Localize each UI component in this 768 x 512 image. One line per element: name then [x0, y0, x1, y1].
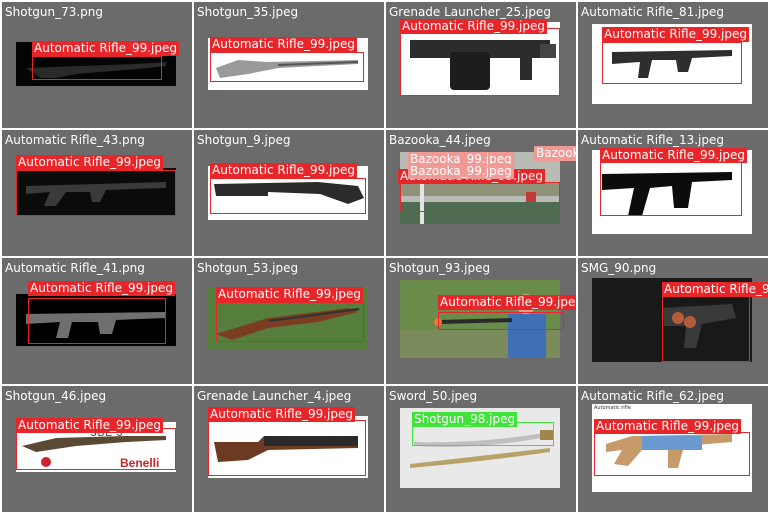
grid-cell-sword-50[interactable]: Sword_50.jpeg Shotgun_98.jpeg — [386, 386, 576, 512]
cell-title: Grenade Launcher_4.jpeg — [197, 389, 352, 403]
detection-label: Automatic Rifle_99.jpeg — [600, 148, 748, 163]
grid-cell-grenade-launcher-25[interactable]: Grenade Launcher_25.jpeg Automatic Rifle… — [386, 2, 576, 128]
thumbnail-image — [400, 22, 560, 96]
detection-label: Automatic Rifle_99.jpeg — [594, 419, 742, 434]
detection-label: Automatic Rifle_99.jpeg — [216, 287, 364, 302]
detection-label: Automatic Rifle_99.jpeg — [28, 281, 176, 296]
grid-cell-automatic-rifle-81[interactable]: Automatic Rifle_81.jpeg Automatic Rifle_… — [578, 2, 768, 128]
thumbnail-image — [592, 150, 752, 234]
cell-title: Shotgun_53.jpeg — [197, 261, 299, 275]
detection-label: Bazooka_99 — [534, 146, 576, 161]
cell-title: Automatic Rifle_62.jpeg — [581, 389, 725, 403]
thumbnail-image — [208, 416, 368, 478]
grid-cell-shotgun-9[interactable]: Shotgun_9.jpeg Automatic Rifle_99.jpeg — [194, 130, 384, 256]
detection-label: Bazooka_99.jpeg — [408, 152, 514, 167]
detection-label: Bazooka_99.jpeg — [408, 164, 514, 179]
detection-label: Automatic Rifle_99.jpeg — [16, 418, 164, 433]
cell-title: Grenade Launcher_25.jpeg — [389, 5, 551, 19]
cell-title: Bazooka_44.jpeg — [389, 133, 491, 147]
detection-label: Automatic Rifle_99.jpeg — [208, 407, 356, 422]
grid-cell-shotgun-46[interactable]: Shotgun_46.jpeg SBE 3 Benelli Automatic … — [2, 386, 192, 512]
grid-cell-shotgun-73[interactable]: Shotgun_73.png Automatic Rifle_99.jpeg — [2, 2, 192, 128]
detection-label: Shotgun_98.jpeg — [412, 412, 518, 427]
detection-label: Automatic Rifle_99.jpeg — [602, 27, 750, 42]
detection-label: Automatic Rifle_99.jpeg — [32, 41, 180, 56]
thumbnail-image: Automatic rifle — [592, 404, 752, 492]
benelli-model-text: SBE 3 — [90, 428, 124, 439]
grid-cell-smg-90[interactable]: SMG_90.png Automatic Rifle_99 — [578, 258, 768, 384]
detection-label: Automatic Rifle_99.jpeg — [438, 295, 576, 310]
grid-cell-shotgun-93[interactable]: Shotgun_93.jpeg Automatic Rifle_99.jpeg — [386, 258, 576, 384]
cell-title: Automatic Rifle_41.png — [5, 261, 145, 275]
grid-cell-automatic-rifle-41[interactable]: Automatic Rifle_41.png Automatic Rifle_9… — [2, 258, 192, 384]
detection-label: Automatic Rifle_99.jpeg — [16, 155, 164, 170]
diagram-title: Automatic rifle — [594, 405, 631, 411]
grid-cell-shotgun-35[interactable]: Shotgun_35.jpeg Automatic Rifle_99.jpeg — [194, 2, 384, 128]
grid-cell-bazooka-44[interactable]: Bazooka_44.jpeg Automatic Rifle_99.jpeg … — [386, 130, 576, 256]
grid-cell-automatic-rifle-62[interactable]: Automatic Rifle_62.jpeg Automatic rifle … — [578, 386, 768, 512]
cell-title: Shotgun_93.jpeg — [389, 261, 491, 275]
thumbnail-image — [16, 168, 176, 216]
thumbnail-image — [400, 280, 560, 358]
grid-cell-shotgun-53[interactable]: Shotgun_53.jpeg Automatic Rifle_99.jpeg — [194, 258, 384, 384]
cell-title: Shotgun_35.jpeg — [197, 5, 299, 19]
cell-title: Shotgun_9.jpeg — [197, 133, 291, 147]
cell-title: Automatic Rifle_43.png — [5, 133, 145, 147]
thumbnail-image — [16, 294, 176, 346]
cell-title: Automatic Rifle_81.jpeg — [581, 5, 725, 19]
cell-title: SMG_90.png — [581, 261, 657, 275]
grid-cell-automatic-rifle-13[interactable]: Automatic Rifle_13.jpeg Automatic Rifle_… — [578, 130, 768, 256]
cell-title: Shotgun_73.png — [5, 5, 104, 19]
detection-label: Automatic Rifle_99.jpeg — [400, 19, 548, 34]
cell-title: Shotgun_46.jpeg — [5, 389, 107, 403]
benelli-brand-logo: Benelli — [120, 456, 160, 470]
detection-label: Automatic Rifle_99.jpeg — [210, 37, 358, 52]
grid-cell-automatic-rifle-43[interactable]: Automatic Rifle_43.png Automatic Rifle_9… — [2, 130, 192, 256]
cell-title: Sword_50.jpeg — [389, 389, 478, 403]
detection-label: Automatic Rifle_99.jpeg — [210, 163, 358, 178]
detection-label: Automatic Rifle_99 — [662, 282, 768, 297]
grid-cell-grenade-launcher-4[interactable]: Grenade Launcher_4.jpeg Automatic Rifle_… — [194, 386, 384, 512]
cell-title: Automatic Rifle_13.jpeg — [581, 133, 725, 147]
